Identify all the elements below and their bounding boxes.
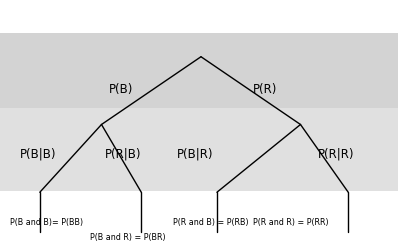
Text: P(R and R) = P(RR): P(R and R) = P(RR) xyxy=(253,217,328,226)
Text: P(B): P(B) xyxy=(109,82,134,95)
Text: P(R): P(R) xyxy=(252,82,277,95)
Text: P(R|R): P(R|R) xyxy=(318,147,355,160)
Text: P(B|B): P(B|B) xyxy=(20,147,56,160)
Text: P(B and B)= P(BB): P(B and B)= P(BB) xyxy=(10,217,83,226)
Text: P(R and B) = P(RB): P(R and B) = P(RB) xyxy=(173,217,249,226)
Bar xyxy=(0,109,398,191)
Text: P(B and R) = P(BR): P(B and R) = P(BR) xyxy=(90,232,165,241)
Bar xyxy=(0,34,398,109)
Text: P(B|R): P(B|R) xyxy=(177,147,213,160)
Text: P(R|B): P(R|B) xyxy=(105,147,142,160)
